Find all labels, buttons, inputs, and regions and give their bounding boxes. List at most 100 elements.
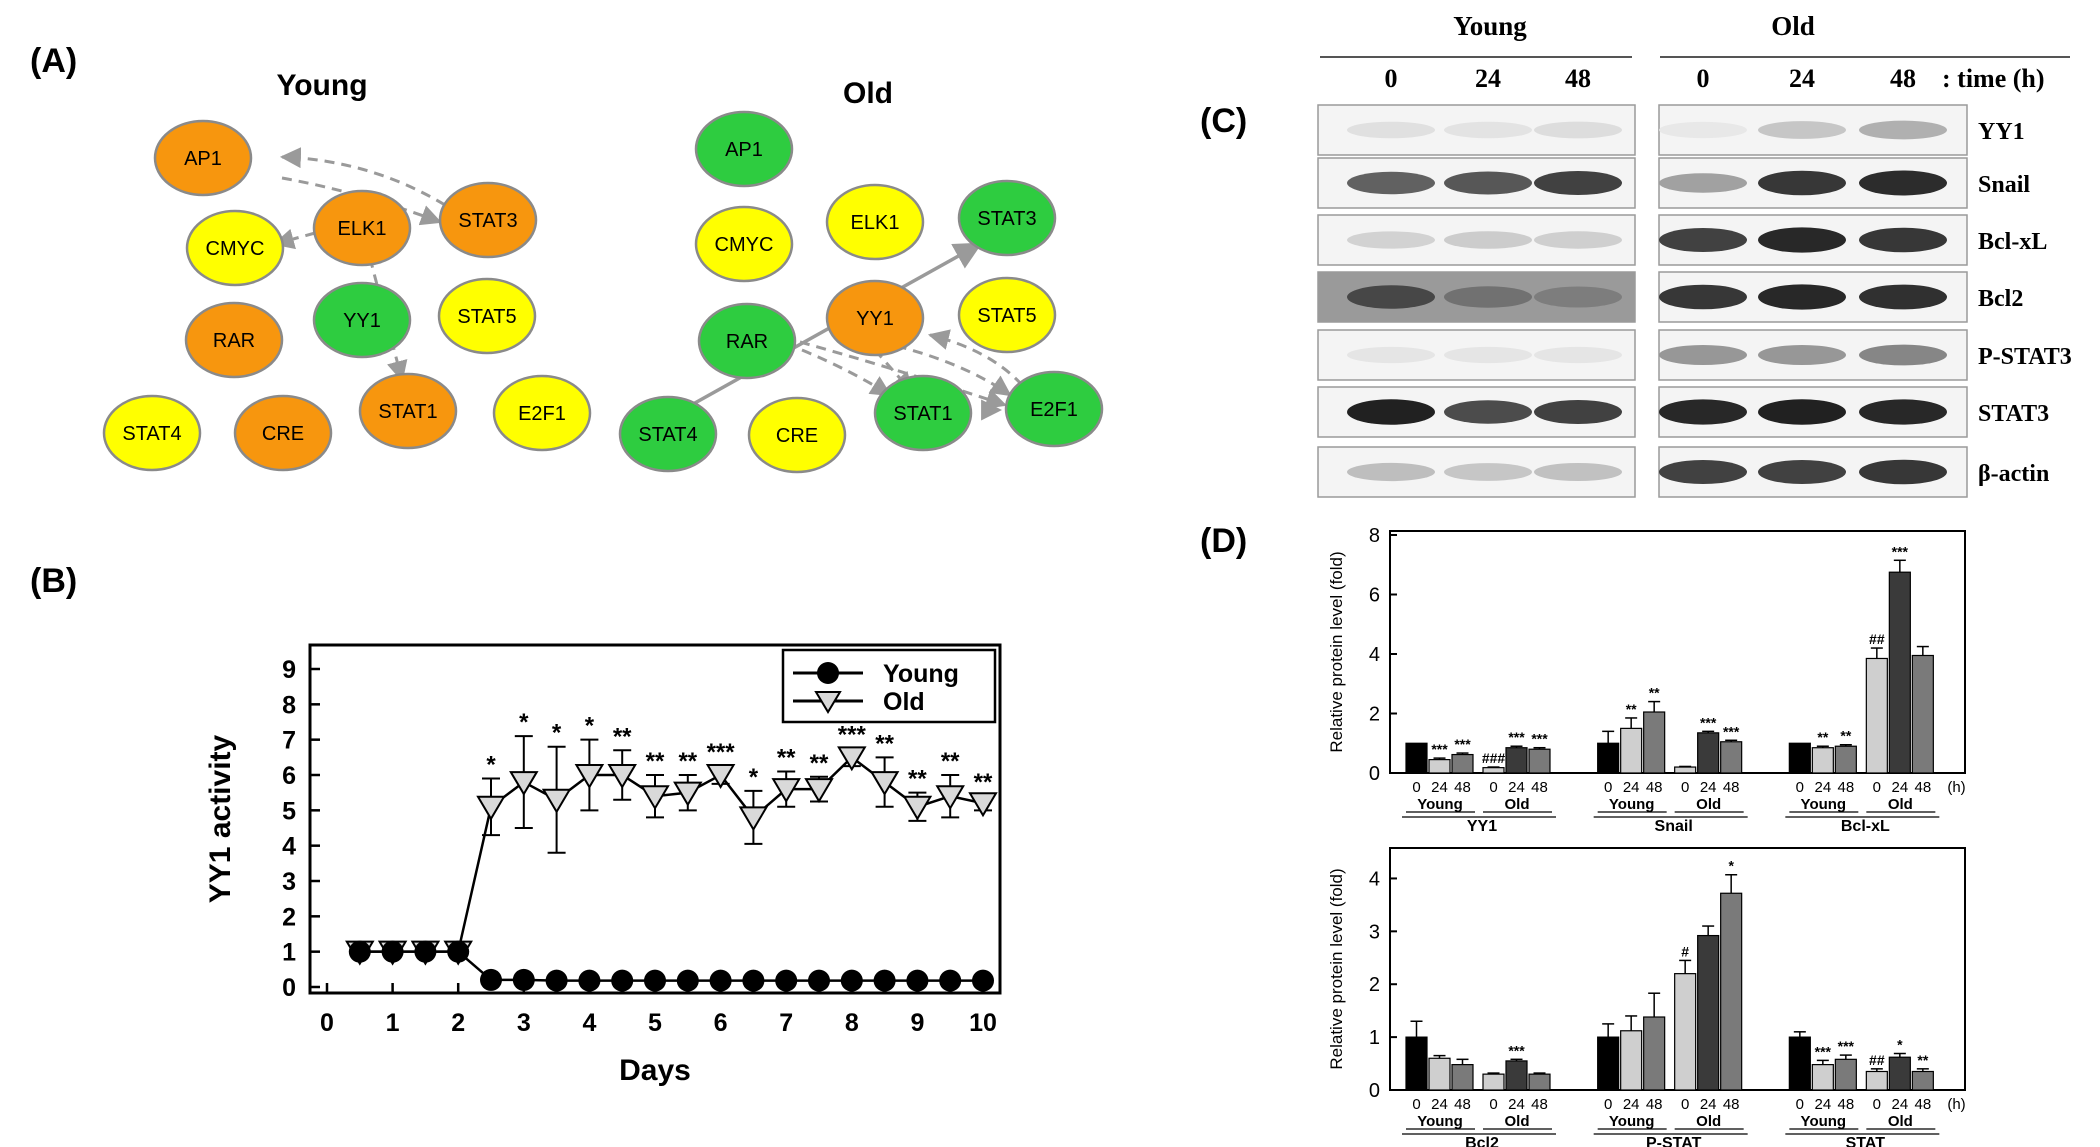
blot-band	[1347, 231, 1435, 249]
blot-band	[1444, 286, 1532, 308]
young-network-title: Young	[276, 69, 367, 102]
bar	[1405, 742, 1428, 774]
protein-group-label: P-STAT	[1646, 1135, 1702, 1147]
y-tick-label: 3	[1369, 921, 1380, 943]
significance-mark: **	[875, 730, 894, 757]
y-tick-label: 6	[282, 762, 296, 790]
time-tick-label: 24	[1891, 1096, 1908, 1113]
data-point-young	[972, 969, 994, 992]
bar	[1888, 1056, 1911, 1091]
significance-mark: **	[941, 748, 960, 775]
bar	[1505, 747, 1528, 774]
time-unit-label: (h)	[1947, 779, 1965, 796]
blot-band	[1758, 399, 1846, 425]
age-label-young: Young	[1417, 796, 1463, 813]
young-node-label: STAT1	[378, 401, 437, 423]
blot-band	[1758, 170, 1846, 196]
bar	[1697, 732, 1720, 774]
old-node-yy1	[825, 279, 925, 357]
blot-band	[1534, 171, 1622, 195]
blot-band	[1347, 462, 1435, 482]
bar	[1911, 654, 1934, 774]
y-tick-label: 8	[282, 691, 296, 719]
significance-mark: *	[1728, 858, 1734, 874]
time-tick-label: 0	[1873, 1096, 1881, 1113]
old-node-rar	[697, 302, 797, 380]
protein-group-label: STAT	[1846, 1135, 1886, 1147]
time-tick-label: 0	[1412, 1096, 1420, 1113]
blot-band	[1758, 284, 1846, 310]
blot-time-label: 48	[1565, 64, 1591, 93]
significance-mark: **	[646, 748, 665, 775]
blot-band	[1659, 345, 1747, 365]
time-tick-label: 24	[1508, 779, 1525, 796]
blot-band	[1859, 459, 1947, 485]
age-label-young: Young	[1609, 1113, 1655, 1130]
bar	[1528, 1073, 1551, 1091]
blot-time-labels: 0 24 48 0 24 48	[1385, 64, 1917, 93]
old-node-stat4	[618, 395, 718, 473]
significance-mark: *	[749, 764, 759, 791]
bar	[1674, 766, 1697, 774]
significance-mark: ##	[1869, 1052, 1885, 1068]
edge-e2f1-yy1	[927, 329, 1024, 387]
age-label-old: Old	[1696, 796, 1721, 813]
significance-mark: ***	[1508, 729, 1525, 745]
bar	[1720, 892, 1743, 1091]
young-node-cre	[233, 394, 333, 472]
blot-row-label: Bcl2	[1978, 286, 2023, 312]
bar	[1451, 1064, 1474, 1091]
blot-band	[1444, 346, 1532, 364]
time-tick-label: 48	[1723, 779, 1740, 796]
edge-ap1-stat3	[281, 176, 442, 226]
data-point-old	[771, 778, 801, 804]
blot-band	[1758, 227, 1846, 253]
young-node-stat4	[102, 394, 202, 472]
time-unit-label: (h)	[1947, 1096, 1965, 1113]
data-point-old	[607, 764, 637, 789]
bar	[1811, 747, 1834, 774]
y-tick-label: 4	[1369, 868, 1380, 890]
old-node-elk1	[825, 183, 925, 261]
old-node-label: STAT5	[977, 305, 1036, 327]
young-node-label: YY1	[343, 310, 381, 332]
data-point-old	[869, 771, 900, 797]
panel-label-a: (A)	[30, 42, 77, 80]
significance-mark: **	[613, 723, 632, 750]
age-label-young: Young	[1417, 1113, 1463, 1130]
young-node-yy1	[312, 281, 412, 359]
significance-mark: ***	[1431, 741, 1448, 757]
data-point-old	[705, 764, 736, 789]
data-point-old	[738, 806, 769, 832]
old-node-label: STAT1	[893, 403, 952, 425]
old-node-cre	[747, 396, 847, 474]
blot-band	[1659, 173, 1747, 193]
y-tick-label: 4	[282, 833, 296, 861]
y-tick-label: 2	[1369, 704, 1380, 726]
y-tick-label: 7	[282, 727, 296, 755]
blot-band	[1534, 463, 1622, 481]
old-node-e2f1	[1004, 370, 1104, 448]
age-label-old: Old	[1696, 1113, 1721, 1130]
time-tick-label: 0	[1412, 779, 1420, 796]
bar	[1674, 973, 1697, 1091]
blot-time-label: 24	[1475, 64, 1501, 93]
old-node-label: ELK1	[851, 212, 900, 234]
data-point-old	[476, 795, 506, 821]
significance-mark: ##	[1869, 631, 1885, 647]
bar	[1697, 934, 1720, 1091]
time-tick-label: 48	[1454, 779, 1471, 796]
young-network-nodes: AP1 ELK1 STAT3 CMYC YY1 STAT5 RAR STAT1 E2F1 STAT…	[102, 119, 592, 472]
age-label-old: Old	[1888, 1113, 1913, 1130]
significance-mark: **	[1626, 701, 1637, 717]
significance-mark: ***	[707, 739, 736, 766]
young-node-label: RAR	[213, 330, 255, 352]
bar	[1865, 1070, 1888, 1091]
young-node-label: STAT5	[457, 306, 516, 328]
y-tick-label: 1	[282, 939, 296, 967]
significance-mark: **	[974, 769, 993, 796]
bar	[1911, 1070, 1934, 1091]
blot-band	[1659, 284, 1747, 310]
bar	[1834, 1058, 1857, 1091]
